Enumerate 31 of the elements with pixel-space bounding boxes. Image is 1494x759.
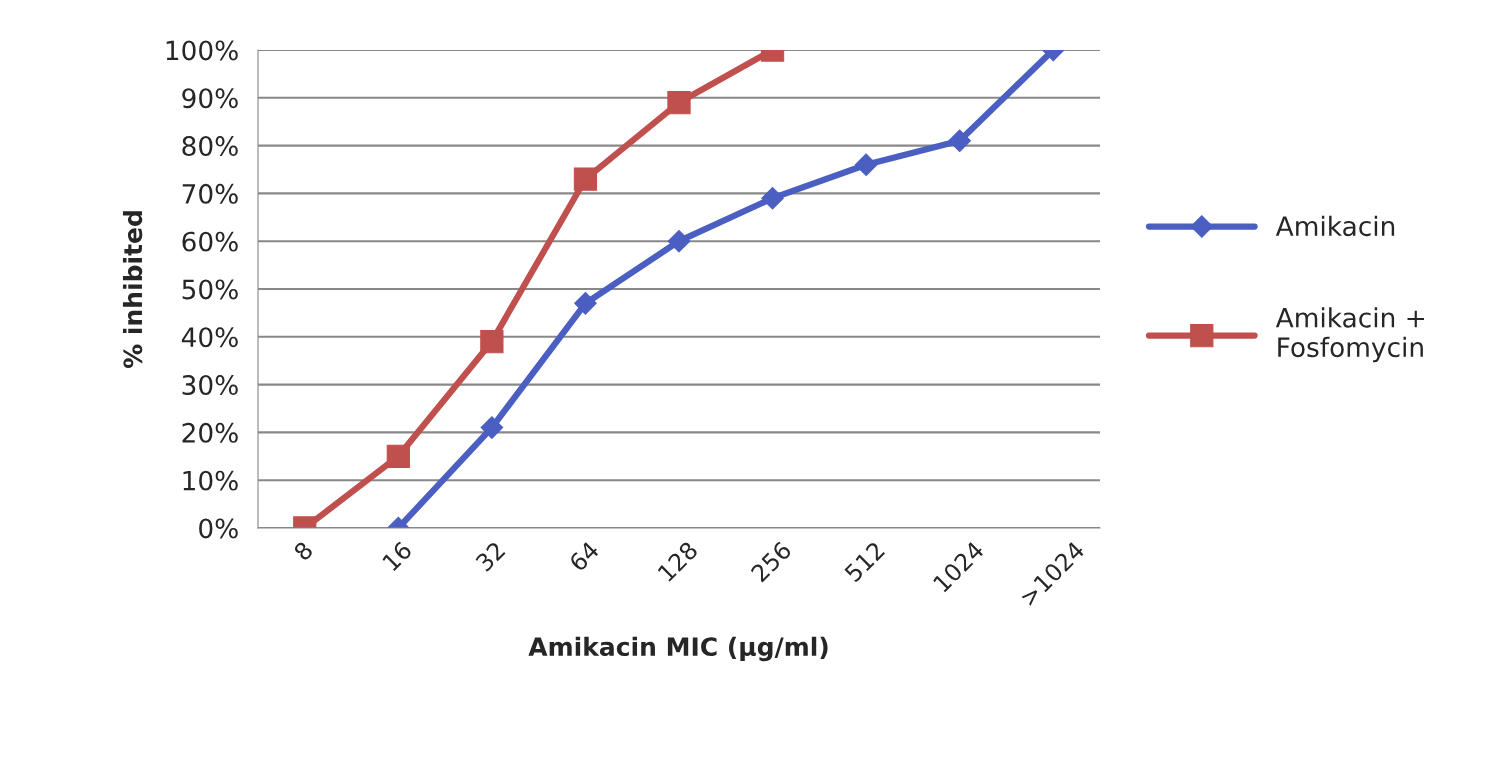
x-tick-label: 512	[843, 541, 886, 583]
y-tick-label: 30%	[182, 375, 238, 395]
x-tick-label: 64	[568, 540, 600, 573]
y-tick-label: 100%	[166, 40, 238, 61]
y-tick-label: 70%	[182, 183, 238, 204]
y-tick-label: 40%	[181, 327, 238, 348]
legend-label: Amikacin	[1275, 215, 1395, 237]
point	[386, 444, 410, 468]
point	[667, 90, 691, 115]
point	[667, 229, 691, 253]
point	[761, 186, 784, 210]
point	[480, 329, 504, 354]
point	[854, 153, 878, 177]
x-tick-label: 8	[292, 540, 314, 562]
legend-label: Amikacin + Fosfomycin	[1275, 307, 1425, 363]
y-tick-label: 20%	[182, 422, 238, 443]
y-tick-label: 90%	[182, 88, 238, 109]
x-tick-label: 32	[474, 541, 506, 573]
point	[948, 129, 971, 153]
x-tick-label: 128	[657, 540, 699, 583]
y-tick-label: 50%	[182, 279, 238, 300]
y-tick-label: 10%	[183, 470, 238, 491]
y-tick-label: 80%	[182, 136, 238, 156]
point	[574, 292, 597, 315]
y-axis-title: % inhibited	[122, 211, 143, 369]
x-axis-title: Amikacin MIC (µg/ml)	[528, 636, 828, 662]
y-tick-label: 0%	[199, 518, 238, 539]
point	[480, 416, 504, 439]
x-tick-label: 16	[381, 540, 413, 572]
point	[573, 167, 598, 191]
y-tick-label: 60%	[182, 231, 238, 252]
